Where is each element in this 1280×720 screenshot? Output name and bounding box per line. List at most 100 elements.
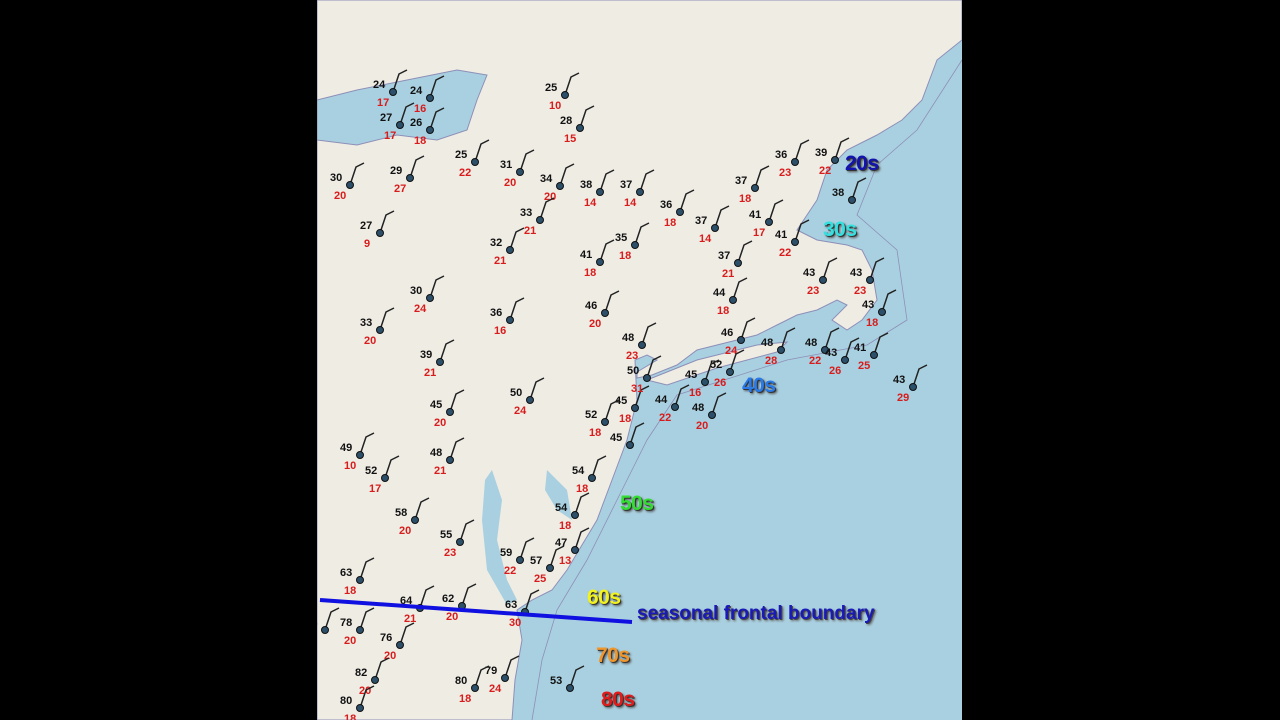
wind-barb-icon	[509, 227, 525, 251]
wind-barb-icon	[641, 322, 657, 346]
station-plot: 43 23	[803, 257, 838, 297]
surface-observation-map[interactable]: 24 17 24 16 27 17 26 18 25 22 31 20 34 20 38 14 37 14 36 18…	[317, 0, 962, 720]
wind-barb-icon	[539, 197, 555, 221]
station-circle-icon	[321, 626, 329, 634]
wind-barb-icon	[419, 585, 435, 609]
station-dewpoint: 18	[866, 317, 878, 329]
station-plot: 45	[610, 422, 645, 449]
band-label-30s: 30s	[823, 218, 857, 241]
station-circle-icon	[396, 121, 404, 129]
station-dewpoint: 14	[699, 233, 712, 245]
station-dewpoint: 10	[344, 460, 356, 472]
station-circle-icon	[356, 576, 364, 584]
wind-barb-icon	[359, 432, 375, 456]
station-plot: 55 23	[440, 519, 475, 559]
wind-barb-icon	[794, 139, 810, 163]
station-circle-icon	[878, 308, 886, 316]
station-circle-icon	[726, 368, 734, 376]
station-circle-icon	[426, 126, 434, 134]
station-circle-icon	[701, 378, 709, 386]
station-dewpoint: 24	[514, 405, 527, 417]
station-dewpoint: 21	[404, 613, 416, 625]
station-plot: 54 18	[572, 455, 607, 495]
station-temperature: 41	[749, 209, 761, 221]
station-circle-icon	[561, 91, 569, 99]
station-circle-icon	[576, 124, 584, 132]
station-circle-icon	[643, 374, 651, 382]
station-circle-icon	[631, 241, 639, 249]
station-temperature: 48	[761, 337, 773, 349]
station-dewpoint: 23	[626, 350, 638, 362]
station-plot: 48 28	[761, 327, 796, 367]
station-dewpoint: 21	[722, 268, 734, 280]
station-temperature: 37	[695, 215, 707, 227]
station-plot: 41 18	[580, 239, 615, 279]
station-temperature: 43	[850, 267, 862, 279]
station-dewpoint: 18	[459, 693, 471, 705]
station-temperature: 58	[395, 507, 407, 519]
station-dewpoint: 23	[854, 285, 866, 297]
station-temperature: 39	[420, 349, 432, 361]
wind-barb-icon	[912, 364, 928, 388]
station-dewpoint: 23	[444, 547, 456, 559]
wind-barb-icon	[379, 307, 395, 331]
station-circle-icon	[546, 564, 554, 572]
wind-barb-icon	[324, 607, 340, 631]
wind-barb-icon	[449, 389, 465, 413]
station-temperature: 33	[520, 207, 532, 219]
station-plot: 49 10	[340, 432, 375, 472]
wind-barb-icon	[569, 665, 585, 689]
wind-barb-icon	[509, 297, 525, 321]
wind-barb-icon	[869, 257, 885, 281]
station-plots: 24 17 24 16 27 17 26 18 25 22 31 20 34 20 38 14 37 14 36 18…	[317, 69, 928, 720]
station-dewpoint: 17	[384, 130, 396, 142]
station-temperature: 25	[455, 149, 467, 161]
station-temperature: 46	[585, 300, 597, 312]
wind-barb-icon	[359, 685, 375, 709]
station-dewpoint: 29	[897, 392, 909, 404]
station-plot: 24 17	[373, 69, 408, 109]
station-circle-icon	[729, 296, 737, 304]
station-temperature: 82	[355, 667, 367, 679]
station-dewpoint: 31	[631, 383, 643, 395]
wind-barb-icon	[740, 317, 756, 341]
wind-barb-icon	[399, 102, 415, 126]
station-plot: 37 14	[620, 169, 655, 209]
station-plot: 46 24	[721, 317, 756, 357]
station-circle-icon	[909, 383, 917, 391]
station-dewpoint: 20	[344, 635, 356, 647]
frontal-boundary-label: seasonal frontal boundary	[637, 603, 875, 624]
station-plot: 45 16	[685, 359, 720, 399]
station-temperature: 36	[660, 199, 672, 211]
station-plot: 28 15	[560, 105, 595, 145]
station-circle-icon	[821, 346, 829, 354]
wind-barb-icon	[549, 545, 565, 569]
wind-barb-icon	[429, 75, 445, 99]
continental-shelf-contour	[531, 59, 962, 720]
wind-barb-icon	[529, 377, 545, 401]
wind-barb-icon	[449, 437, 465, 461]
wind-barb-icon	[822, 257, 838, 281]
station-dewpoint: 18	[664, 217, 676, 229]
station-temperature: 36	[490, 307, 502, 319]
station-dewpoint: 23	[807, 285, 819, 297]
station-plot: 45 20	[430, 389, 465, 429]
station-temperature: 45	[615, 395, 627, 407]
station-temperature: 45	[610, 432, 622, 444]
station-plot: 33 21	[520, 197, 555, 237]
station-dewpoint: 17	[369, 483, 381, 495]
wind-barb-icon	[824, 327, 840, 351]
wind-barb-icon	[794, 219, 810, 243]
station-temperature: 34	[540, 173, 553, 185]
wind-barb-icon	[729, 349, 745, 373]
station-dewpoint: 18	[344, 585, 356, 597]
wind-barb-icon	[564, 72, 580, 96]
station-plot: 25 10	[545, 72, 580, 112]
station-plot: 38	[832, 177, 867, 204]
station-plot: 41 17	[749, 199, 784, 239]
wind-barb-icon	[604, 399, 620, 423]
station-circle-icon	[346, 181, 354, 189]
wind-barb-icon	[732, 277, 748, 301]
wind-barb-icon	[768, 199, 784, 223]
station-dewpoint: 25	[534, 573, 546, 585]
